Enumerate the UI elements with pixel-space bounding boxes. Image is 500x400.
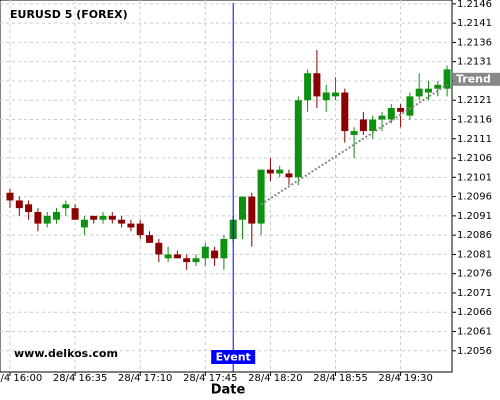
candle-body bbox=[43, 215, 51, 224]
candle-body bbox=[332, 92, 339, 97]
watermark: www.delkos.com bbox=[14, 347, 118, 360]
candle-body bbox=[164, 254, 172, 259]
candle-body bbox=[350, 131, 358, 135]
candle-body bbox=[173, 254, 181, 259]
y-tick-label: 1.2131 bbox=[457, 57, 492, 68]
candle-body bbox=[425, 88, 432, 93]
candle-body bbox=[397, 107, 405, 112]
candle-body bbox=[90, 215, 98, 220]
candle-body bbox=[127, 223, 135, 228]
candle-body bbox=[15, 200, 23, 209]
x-tick-label: 28/4 18:55 bbox=[313, 373, 367, 384]
y-tick-label: 1.2101 bbox=[457, 172, 492, 183]
candle-body bbox=[443, 69, 451, 89]
candle-body bbox=[71, 208, 79, 220]
y-tick-label: 1.2086 bbox=[457, 230, 492, 241]
candle-body bbox=[211, 250, 219, 259]
candle-body bbox=[80, 219, 88, 228]
y-tick-label: 1.2096 bbox=[457, 192, 492, 203]
candle-body bbox=[220, 239, 228, 259]
candle-body bbox=[118, 219, 126, 224]
event-label-box bbox=[211, 350, 256, 364]
candle-body bbox=[257, 169, 265, 224]
x-tick-label: 28/4 18:20 bbox=[248, 373, 302, 384]
candle-body bbox=[276, 169, 284, 174]
plot-area bbox=[0, 0, 453, 373]
candle-body bbox=[34, 212, 42, 224]
y-tick-label: 1.2071 bbox=[457, 288, 492, 299]
y-tick-label: 1.2076 bbox=[457, 269, 492, 280]
y-tick-label: 1.2136 bbox=[457, 37, 492, 48]
trend-label: Trend bbox=[456, 72, 491, 85]
y-tick-label: 1.2056 bbox=[457, 346, 492, 357]
candle-body bbox=[248, 196, 256, 224]
candle-body bbox=[313, 73, 321, 97]
candle-body bbox=[53, 212, 60, 220]
candle-body bbox=[201, 246, 209, 259]
candle-body bbox=[369, 119, 377, 132]
candle-body bbox=[183, 258, 191, 263]
y-tick-label: 1.2111 bbox=[457, 134, 492, 145]
event-label: Event bbox=[216, 351, 251, 364]
y-tick-label: 1.2141 bbox=[457, 18, 492, 29]
trend-line bbox=[260, 83, 448, 206]
candle-body bbox=[415, 88, 423, 97]
candle-body bbox=[99, 215, 107, 220]
candle-body bbox=[25, 204, 33, 213]
y-tick-label: 1.2081 bbox=[457, 249, 492, 260]
y-tick-label: 1.2066 bbox=[457, 307, 492, 318]
candle-body bbox=[239, 196, 246, 220]
candle-body bbox=[387, 107, 395, 120]
candle-body bbox=[146, 235, 153, 243]
candle-body bbox=[155, 242, 163, 255]
candle-body bbox=[434, 84, 442, 89]
x-tick-label: 28/4 16:00 bbox=[0, 373, 42, 384]
candle-body bbox=[406, 96, 414, 116]
trend-label-box bbox=[453, 72, 500, 86]
candle-body bbox=[62, 204, 70, 209]
candle-body bbox=[285, 173, 293, 178]
candle-body bbox=[304, 73, 312, 101]
candle-body bbox=[359, 119, 367, 132]
y-tick-label: 1.2116 bbox=[457, 115, 492, 126]
y-tick-label: 1.2091 bbox=[457, 211, 492, 222]
candle-body bbox=[108, 215, 116, 220]
x-tick-label: 28/4 17:45 bbox=[183, 373, 237, 384]
y-tick-label: 1.2146 bbox=[457, 0, 492, 10]
candle-body bbox=[378, 115, 386, 120]
x-tick-label: 28/4 19:30 bbox=[378, 373, 432, 384]
candle-body bbox=[136, 223, 144, 236]
x-tick-label: 28/4 16:35 bbox=[53, 373, 107, 384]
x-axis-label: Date bbox=[211, 383, 246, 398]
y-tick-label: 1.2121 bbox=[457, 95, 492, 106]
candle-body bbox=[294, 100, 302, 178]
candle-body bbox=[322, 92, 330, 101]
candle-body bbox=[6, 192, 14, 201]
y-tick-label: 1.2106 bbox=[457, 153, 492, 164]
chart-title: EURUSD 5 (FOREX) bbox=[10, 8, 128, 21]
y-tick-label: 1.2061 bbox=[457, 327, 492, 338]
x-tick-label: 28/4 17:10 bbox=[118, 373, 172, 384]
candle-body bbox=[266, 169, 274, 174]
candle-body bbox=[192, 258, 200, 263]
candle-body bbox=[341, 92, 349, 132]
